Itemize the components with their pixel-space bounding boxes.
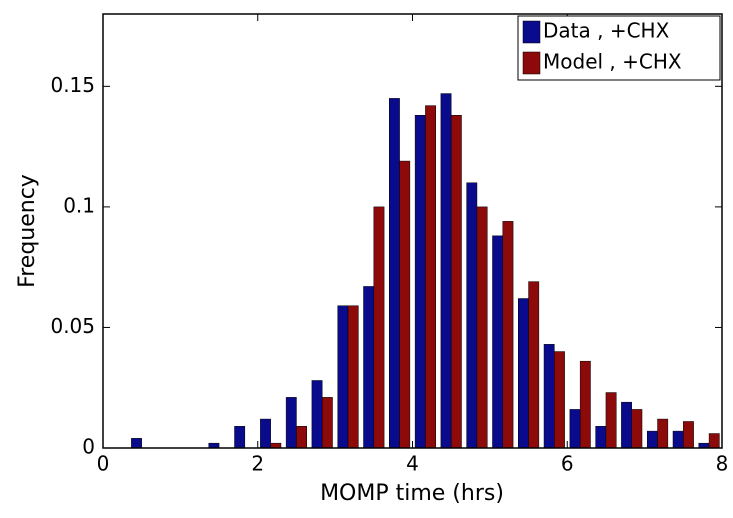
- bar: [414, 115, 426, 449]
- bar: [363, 286, 375, 449]
- bar: [311, 380, 323, 449]
- bar: [657, 418, 669, 449]
- bar: [399, 160, 411, 449]
- bar: [492, 235, 504, 449]
- plot-frame: [102, 13, 723, 449]
- legend-label: Model , +CHX: [543, 50, 682, 74]
- x-axis-label: MOMP time (hrs): [320, 481, 504, 506]
- x-tick-label: 0: [97, 452, 110, 476]
- bar: [518, 298, 529, 449]
- bar: [466, 182, 478, 449]
- legend-box: [517, 15, 721, 81]
- x-tick-label: 8: [716, 452, 729, 476]
- bar: [595, 426, 607, 449]
- bar: [579, 360, 591, 449]
- legend-swatch: [522, 20, 541, 44]
- bar: [389, 98, 400, 449]
- y-tick-label: 0.1: [63, 193, 95, 217]
- bar: [502, 221, 514, 449]
- x-tick-label: 6: [561, 452, 574, 476]
- bar: [373, 206, 385, 449]
- legend-label: Data , +CHX: [543, 19, 670, 43]
- y-axis-label: Frequency: [15, 174, 40, 288]
- bar: [347, 305, 359, 449]
- bar: [528, 281, 540, 449]
- bar: [476, 206, 488, 449]
- y-tick-label: 0.05: [50, 314, 95, 338]
- bar: [621, 401, 632, 449]
- bar: [631, 409, 643, 449]
- bar: [554, 351, 565, 449]
- y-tick-label: 0.15: [50, 73, 95, 97]
- bar: [569, 409, 581, 449]
- bar: [321, 397, 333, 449]
- bar: [296, 426, 307, 449]
- bar: [543, 344, 555, 449]
- bar: [337, 305, 349, 449]
- bar: [260, 418, 271, 449]
- x-tick-label: 4: [406, 452, 419, 476]
- bar: [450, 115, 462, 449]
- bar: [285, 397, 297, 449]
- bar: [683, 421, 694, 449]
- legend-swatch: [522, 51, 541, 75]
- bar: [605, 392, 617, 449]
- bar: [646, 430, 658, 449]
- bar: [131, 438, 142, 449]
- bar: [672, 430, 684, 449]
- bar: [425, 105, 436, 449]
- bar: [234, 426, 246, 449]
- x-tick-label: 2: [251, 452, 264, 476]
- y-tick-label: 0: [82, 435, 95, 459]
- bar: [440, 93, 452, 449]
- bar: [708, 433, 720, 449]
